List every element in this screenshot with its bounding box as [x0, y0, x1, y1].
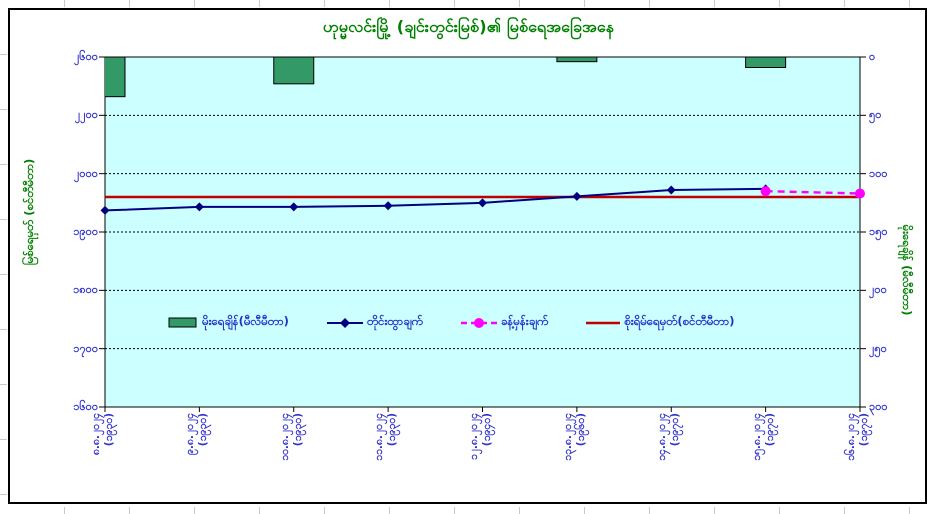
rainfall-bars[interactable]	[85, 57, 787, 98]
right-axis-tick-label[interactable]: ၀	[869, 50, 876, 63]
left-axis-tick-label[interactable]: ၁၆၀၀	[73, 400, 98, 413]
diamond-marker[interactable]	[478, 198, 487, 208]
x-axis-label[interactable]: ၁၂.၈.၂၀၂၄ (၁၉၄၀)	[468, 413, 496, 497]
left-axis-tick-label[interactable]: ၂၆၀၀	[74, 50, 98, 63]
forecast-swatch-icon	[460, 316, 497, 330]
x-axis-date: ၁၅.၈.၂၀၂၄	[750, 413, 763, 461]
circle-marker[interactable]	[760, 186, 771, 197]
legend-item-bar[interactable]: မိုးရေချိန်(မီလီမီတာ)	[168, 314, 289, 331]
bar-swatch-icon	[168, 317, 198, 329]
rainfall-bar[interactable]	[85, 57, 126, 98]
diamond-marker[interactable]	[383, 201, 393, 211]
x-axis-label[interactable]: ၁၄.၈.၂၀၂၄ (၁၉၇၀)	[656, 413, 684, 497]
x-axis-date: ၉.၈.၂၀၂၄	[184, 413, 197, 456]
rainfall-bar[interactable]	[556, 57, 598, 63]
legend-label: တိုင်းထွာချက်	[366, 314, 423, 328]
right-axis-tick-label[interactable]: ၂၅၀	[869, 341, 887, 355]
x-axis-label[interactable]: ၁၃.၈.၂၀၂၄ (၁၉၆၀)	[562, 413, 590, 497]
left-axis-tick-label[interactable]: ၂၂၀၀	[74, 108, 98, 122]
x-axis-note: (၁၉၃၀)	[291, 413, 304, 447]
legend-item-measured[interactable]: တိုင်းထွာချက်	[326, 314, 423, 331]
x-axis-note: (၁၉၇၀)	[669, 413, 682, 447]
left-axis-tick-label[interactable]: ၁၈၀၀	[73, 283, 98, 297]
x-axis-date: ၁၃.၈.၂၀၂၄	[561, 413, 574, 461]
x-axis-note: (၁၉၇၀)	[858, 413, 870, 447]
x-axis-label[interactable]: ၁၀.၈.၂၀၂၄ (၁၉၃၀)	[279, 413, 307, 497]
diamond-marker[interactable]	[572, 191, 582, 201]
x-axis-note: (၁၉၃၀)	[386, 413, 399, 447]
right-axis-tick-label[interactable]: ၂၀၀	[869, 283, 887, 297]
x-axis-label[interactable]: ၁၅.၈.၂၀၂၄ (၁၉၇၀)	[751, 413, 779, 497]
chart-title[interactable]: ဟုမ္မလင်းမြို့ (ချင်းတွင်းမြစ်)၏ မြစ်ရေအ…	[322, 17, 615, 36]
right-axis-tick-label[interactable]: ၃၀၀	[869, 400, 888, 413]
chart-legend[interactable]: မိုးရေချိန်(မီလီမီတာ) တိုင်းထွာချက် ခန့်မှ…	[168, 314, 734, 331]
x-axis-note: (၁၉၇၀)	[763, 413, 776, 447]
diamond-marker[interactable]	[194, 202, 204, 212]
x-axis-date: ၁၆.၈.၂၀၂၄	[845, 413, 857, 461]
diamond-marker[interactable]	[289, 202, 299, 212]
x-axis-note: (၁၉၆၀)	[574, 413, 587, 447]
right-axis-title[interactable]: မိုးရေချိန် (မီလီမီတာ)	[900, 224, 914, 316]
x-axis-note: (၁၉၃၀)	[103, 413, 115, 447]
axis-ticks	[99, 56, 866, 412]
legend-item-danger[interactable]: စိုးရိမ်ရေမှတ်(စင်တီမီတာ)	[586, 314, 734, 331]
circle-marker[interactable]	[855, 188, 865, 199]
x-axis-label[interactable]: ၁၆.၈.၂၀၂၄ (၁၉၇၀)	[845, 413, 873, 497]
x-axis-label[interactable]: ၉.၈.၂၀၂၄ (၁၉၃၀)	[184, 413, 212, 497]
excel-column-gridlines-top	[0, 0, 936, 7]
diamond-marker[interactable]	[100, 205, 110, 215]
forecast-line[interactable]	[760, 186, 865, 199]
left-axis-title[interactable]: မြစ်ရေမှတ် (စင်တီမီတာ)	[22, 158, 36, 266]
legend-label: ခန့်မှန်းချက်	[500, 314, 549, 328]
legend-label: စိုးရိမ်ရေမှတ်(စင်တီမီတာ)	[624, 314, 735, 328]
right-axis-tick-label[interactable]: ၁၅၀	[869, 225, 888, 238]
legend-item-forecast[interactable]: ခန့်မှန်းချက်	[460, 314, 549, 331]
x-axis-note: (၁၉၃၀)	[197, 413, 210, 447]
left-axis-tick-label[interactable]: ၂၀၀၀	[74, 166, 98, 180]
diamond-marker[interactable]	[666, 185, 676, 195]
rainfall-bar[interactable]	[745, 57, 787, 68]
excel-row-gridlines-left	[0, 0, 7, 513]
rainfall-bar[interactable]	[273, 57, 315, 85]
x-axis-note: (၁၉၄၀)	[480, 413, 493, 447]
x-axis-label[interactable]: ၈.၈.၂၀၂၄ (၁၉၃၀)	[90, 413, 118, 497]
danger-swatch-icon	[586, 317, 621, 329]
x-axis-date: ၁၄.၈.၂၀၂၄	[656, 413, 669, 461]
left-axis-tick-label[interactable]: ၁၉၀၀	[73, 225, 98, 238]
x-axis-date: ၁၁.၈.၂၀၂၄	[373, 413, 386, 461]
gridlines	[105, 114, 860, 350]
x-axis-label[interactable]: ၁၁.၈.၂၀၂၄ (၁၉၃၀)	[373, 413, 401, 497]
right-axis-tick-label[interactable]: ၅၀	[869, 108, 882, 122]
x-axis-date: ၁၀.၈.၂၀၂၄	[278, 413, 291, 461]
excel-column-gridlines-bottom	[0, 507, 936, 514]
x-axis-date: ၁၂.၈.၂၀၂၄	[467, 413, 480, 461]
right-axis-tick-label[interactable]: ၁၀၀	[869, 166, 888, 180]
left-axis-tick-label[interactable]: ၁၇၀၀	[73, 341, 98, 355]
x-axis-date: ၈.၈.၂၀၂၄	[90, 413, 102, 456]
measured-swatch-icon	[326, 317, 363, 329]
legend-label: မိုးရေချိန်(မီလီမီတာ)	[202, 314, 289, 328]
